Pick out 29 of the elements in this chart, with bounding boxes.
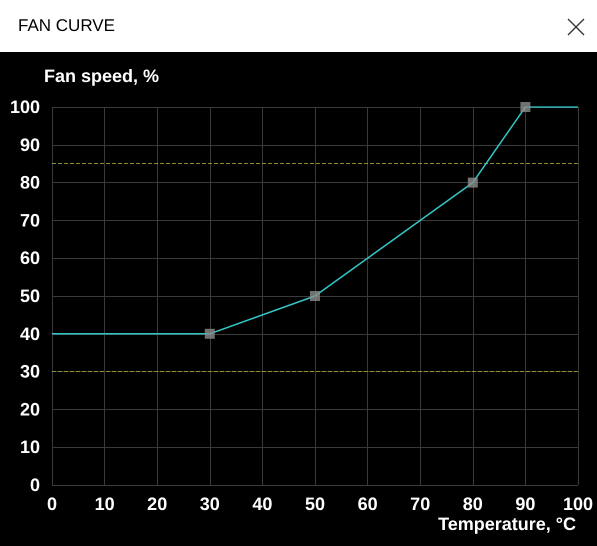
point (310, 291, 320, 301)
x-tick-label: 10 (94, 494, 115, 514)
point (520, 102, 530, 112)
y-tick-label: 10 (20, 437, 40, 458)
x-tick-label: 0 (46, 494, 58, 514)
y-tick-label: 0 (30, 475, 40, 495)
y-tick-label: 90 (20, 134, 40, 155)
point (204, 328, 215, 339)
y-tick-label: 20 (20, 399, 40, 420)
y-tick-label: 70 (20, 210, 40, 230)
y-tick-label: 100 (10, 97, 40, 117)
y-tick-label: 50 (20, 286, 40, 306)
x-tick-label: 80 (462, 494, 483, 514)
x-tick-label: 40 (252, 494, 272, 514)
y-tick-label: 40 (20, 324, 40, 344)
x-tick-label: 60 (358, 494, 378, 514)
y-axis-title: Fan speed, % (44, 66, 160, 86)
x-tick-label: 50 (304, 494, 326, 514)
y-tick-label: 80 (20, 172, 40, 193)
x-tick-label: 90 (515, 494, 536, 514)
y-tick-label: 60 (20, 248, 40, 268)
x-axis-title: Temperature, °C (438, 514, 576, 534)
x-tick-label: 30 (200, 494, 220, 514)
x-tick-label: 20 (147, 494, 168, 514)
y-tick-label: 30 (20, 362, 40, 382)
x-tick-label: 100 (562, 494, 594, 514)
x-tick-label: 70 (410, 494, 430, 514)
point (468, 178, 478, 188)
chart-title: FAN CURVE (18, 16, 115, 36)
